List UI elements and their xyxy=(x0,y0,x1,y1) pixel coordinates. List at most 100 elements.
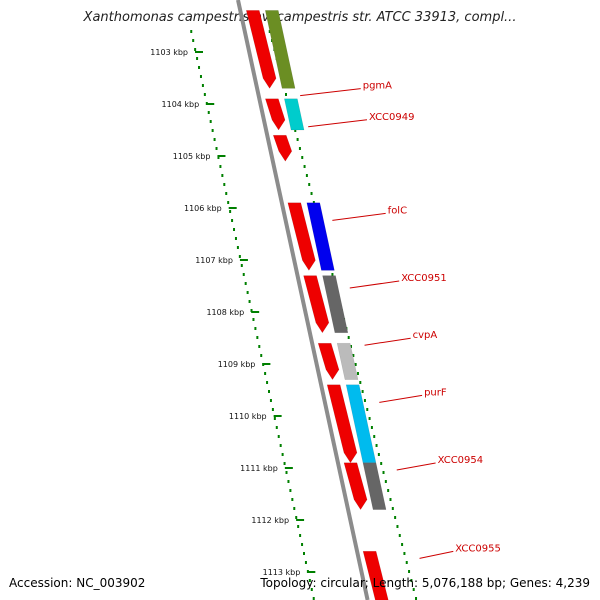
gene-label[interactable]: cvpA xyxy=(413,330,438,341)
ruler-dot xyxy=(250,309,253,312)
outer-dot xyxy=(303,165,306,168)
ruler-tick-label: 1107 kbp xyxy=(195,256,233,265)
ruler-dot xyxy=(291,498,294,501)
outer-dot xyxy=(415,597,418,600)
ruler-dot xyxy=(258,345,261,348)
outer-dot xyxy=(312,201,315,204)
outer-dot xyxy=(375,444,378,447)
ruler-tick-label: 1110 kbp xyxy=(229,412,267,421)
ruler-tick-label: 1104 kbp xyxy=(162,100,200,109)
gene-feature[interactable] xyxy=(362,462,387,510)
feature-track[interactable] xyxy=(245,10,392,600)
outer-dot xyxy=(410,579,413,582)
ruler-dot xyxy=(221,174,224,177)
ruler-dot xyxy=(242,273,245,276)
gene-label-leader xyxy=(349,280,400,289)
gene-feature[interactable] xyxy=(264,10,296,89)
cds-feature[interactable] xyxy=(362,550,392,600)
gene-label[interactable]: XCC0951 xyxy=(401,273,447,284)
outer-dot xyxy=(382,471,385,474)
ruler-dot xyxy=(254,327,257,330)
ruler-dot xyxy=(207,111,210,114)
gene-label[interactable]: XCC0949 xyxy=(369,112,415,123)
gene-feature[interactable] xyxy=(306,202,335,271)
ruler-dot xyxy=(304,561,307,564)
ruler-dot xyxy=(303,552,305,555)
gene-feature[interactable] xyxy=(322,275,349,334)
ruler-dot xyxy=(287,480,290,483)
gene-label-leader xyxy=(379,394,423,403)
ruler: 1103 kbp 1104 kbp 1105 kbp 1106 kbp 1107 kbp… xyxy=(150,48,316,577)
outer-dot xyxy=(294,129,297,132)
outer-dot xyxy=(387,489,390,492)
ruler-dot xyxy=(275,426,278,429)
ruler-dot xyxy=(223,183,226,186)
cds-feature[interactable] xyxy=(343,462,368,511)
gene-feature[interactable] xyxy=(284,98,305,131)
ruler-dot xyxy=(240,264,243,267)
outer-dot xyxy=(398,534,401,537)
ruler-dot xyxy=(209,120,212,123)
ruler-dot xyxy=(198,66,201,69)
gene-feature[interactable] xyxy=(336,342,359,380)
ruler-dot xyxy=(269,399,272,402)
ruler-dot xyxy=(199,75,202,78)
outer-dot xyxy=(352,354,355,357)
outer-dot xyxy=(401,543,404,546)
outer-dot xyxy=(268,30,271,33)
map-title: Xanthomonas campestris pv. campestris st… xyxy=(83,10,517,25)
outer-dot xyxy=(310,192,313,195)
gene-label[interactable]: pgmA xyxy=(363,81,392,92)
ruler-dot xyxy=(227,201,230,204)
outer-dot xyxy=(350,345,353,348)
ruler-dot xyxy=(190,30,193,33)
cds-feature[interactable] xyxy=(272,134,293,162)
ruler-dot xyxy=(308,579,311,582)
ruler-dot xyxy=(196,57,199,60)
outer-dot xyxy=(298,147,301,150)
outer-dot xyxy=(308,183,311,186)
cds-feature[interactable] xyxy=(326,384,358,464)
ruler-tick-label: 1113 kbp xyxy=(263,568,301,577)
outer-dot xyxy=(296,138,299,141)
outer-dot xyxy=(356,372,359,375)
ruler-tick-label: 1111 kbp xyxy=(240,464,278,473)
ruler-dot xyxy=(252,318,255,321)
ruler-dot xyxy=(289,489,292,492)
ruler-dot xyxy=(225,192,228,195)
cds-feature[interactable] xyxy=(264,98,286,131)
gene-label[interactable]: purF xyxy=(424,387,447,398)
cds-feature[interactable] xyxy=(245,10,277,89)
outer-dot xyxy=(347,336,350,339)
ruler-dot xyxy=(213,138,216,141)
outer-dot xyxy=(373,435,376,438)
ruler-dot xyxy=(244,282,247,285)
outer-dot xyxy=(366,408,369,411)
outer-dot xyxy=(359,381,362,384)
ruler-dot xyxy=(238,255,241,258)
ruler-dot xyxy=(301,543,304,546)
ruler-dot xyxy=(231,219,234,222)
cds-feature[interactable] xyxy=(303,275,330,334)
ruler-dot xyxy=(203,93,206,96)
cds-feature[interactable] xyxy=(287,202,316,271)
outer-dot xyxy=(384,480,387,483)
cds-feature[interactable] xyxy=(317,342,340,381)
outer-dot xyxy=(363,399,366,402)
outer-dot xyxy=(412,588,415,591)
outer-dot xyxy=(370,426,373,429)
ruler-dot xyxy=(264,372,267,375)
gene-label-leader xyxy=(308,119,368,128)
outer-dot xyxy=(368,417,371,420)
gene-label[interactable]: XCC0955 xyxy=(455,543,501,554)
ruler-dot xyxy=(219,165,222,168)
ruler-dot xyxy=(229,210,232,213)
ruler-dot xyxy=(268,390,271,393)
gene-label[interactable]: XCC0954 xyxy=(438,455,484,466)
ruler-dot xyxy=(293,507,296,510)
ruler-dot xyxy=(297,525,300,528)
gene-label[interactable]: folC xyxy=(388,205,407,216)
ruler-dot xyxy=(246,291,249,294)
gene-label-leader xyxy=(396,462,436,471)
